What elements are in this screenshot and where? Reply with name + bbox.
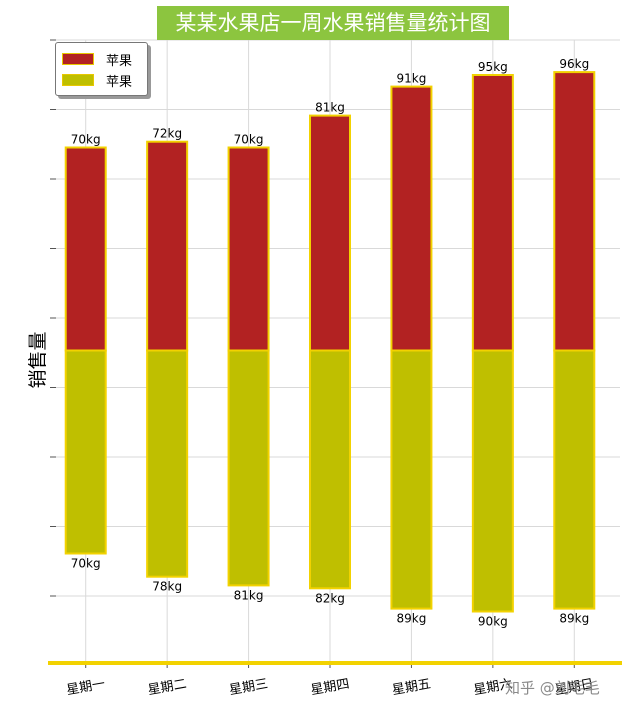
- legend-swatch-1: [62, 53, 94, 65]
- data-label-bottom: 82kg: [315, 591, 345, 605]
- bar-segment-lower: [553, 349, 596, 610]
- data-label-top: 70kg: [234, 133, 264, 147]
- legend-swatch-2: [62, 74, 94, 86]
- x-tick-label: 星期日: [554, 677, 595, 699]
- data-label-bottom: 78kg: [152, 580, 182, 594]
- bar-segment-upper: [390, 85, 433, 352]
- x-tick-label: 星期四: [310, 677, 351, 699]
- bar-segment-lower: [146, 349, 189, 578]
- x-tick-label: 星期三: [228, 677, 269, 699]
- x-tick-label: 星期二: [147, 677, 188, 699]
- bar-segment-upper: [146, 140, 189, 352]
- bar-segment-upper: [227, 146, 270, 352]
- bar-segment-lower: [227, 349, 270, 587]
- bar-segment-upper: [471, 74, 514, 352]
- x-tick-label: 星期一: [65, 677, 106, 699]
- y-axis-label: 销售量: [27, 331, 49, 389]
- legend-label-2: 苹果: [106, 74, 133, 90]
- bar-segment-lower: [309, 349, 351, 590]
- watermark: 知乎 @刘毛毛: [505, 679, 600, 697]
- bar-segment-upper: [553, 71, 596, 352]
- data-label-top: 96kg: [559, 57, 589, 71]
- data-label-top: 81kg: [315, 101, 345, 115]
- data-label-top: 91kg: [397, 72, 427, 86]
- data-label-top: 95kg: [478, 60, 508, 74]
- data-label-bottom: 89kg: [397, 612, 427, 626]
- data-label-bottom: 81kg: [234, 588, 264, 602]
- x-tick-label: 星期五: [391, 677, 432, 699]
- legend-item-1: 苹果: [62, 51, 133, 69]
- data-label-bottom: 70kg: [71, 557, 101, 571]
- data-label-bottom: 90kg: [478, 615, 508, 629]
- x-tick-label: 星期六: [472, 677, 513, 699]
- bar-segment-upper: [64, 146, 107, 352]
- chart-title: 某某水果店一周水果销售量统计图: [157, 6, 509, 40]
- data-label-top: 70kg: [71, 133, 101, 147]
- bar-segment-upper: [309, 114, 351, 352]
- legend-item-2: 苹果: [62, 72, 133, 90]
- bar-segment-lower: [390, 349, 433, 610]
- bar-segment-lower: [64, 349, 107, 555]
- data-label-bottom: 89kg: [559, 612, 589, 626]
- legend-label-1: 苹果: [106, 53, 133, 69]
- legend: 苹果 苹果: [55, 42, 148, 96]
- data-label-top: 72kg: [152, 127, 182, 141]
- bar-segment-lower: [471, 349, 514, 613]
